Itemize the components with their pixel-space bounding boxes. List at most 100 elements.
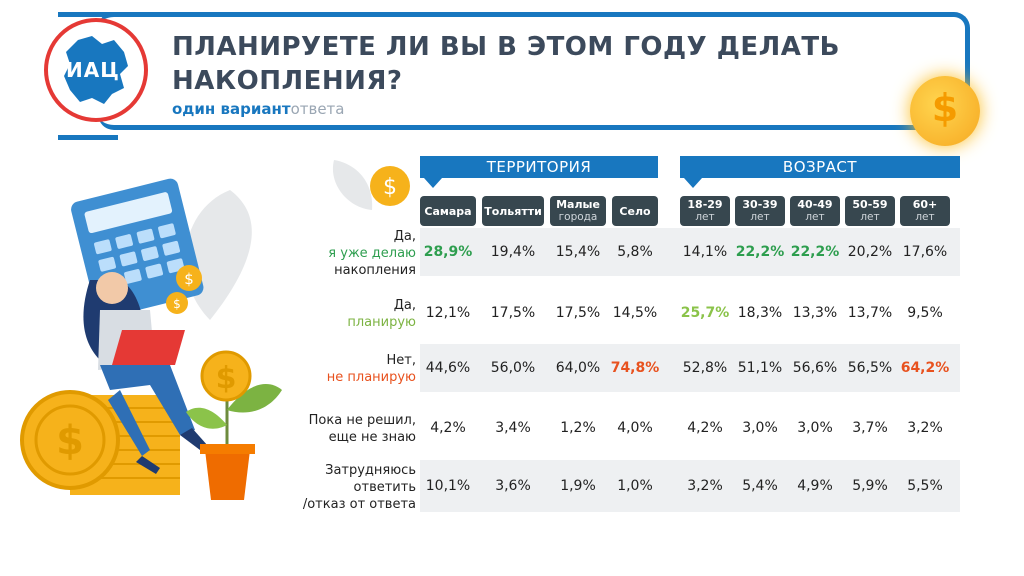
table-cell: 1,0%: [617, 478, 653, 494]
column-header: 30-39 лет: [735, 196, 785, 226]
table-cell: 3,2%: [907, 420, 943, 436]
logo: ИАЦ: [44, 18, 148, 122]
column-sublabel: лет: [860, 211, 880, 223]
column-header: Самара: [420, 196, 476, 226]
group-header: ТЕРРИТОРИЯ: [420, 156, 658, 178]
row-label-line: не планирую: [326, 370, 416, 385]
subtitle-part2: ответа: [290, 100, 345, 118]
column-header: Малые города: [550, 196, 606, 226]
table-cell: 14,1%: [682, 244, 728, 260]
table-cell: 22,2%: [735, 244, 785, 260]
column-label: Самара: [424, 204, 472, 218]
table-cell: 4,9%: [797, 478, 833, 494]
svg-text:$: $: [56, 418, 84, 464]
group-header: ВОЗРАСТ: [680, 156, 960, 178]
table-cell: 44,6%: [425, 360, 471, 376]
logo-text: ИАЦ: [66, 58, 120, 82]
column-label: Малые: [556, 198, 600, 211]
row-background: [420, 344, 960, 392]
table-cell: 56,6%: [792, 360, 838, 376]
table-cell: 15,4%: [555, 244, 601, 260]
table-cell: 4,2%: [430, 420, 466, 436]
table-cell: 4,0%: [617, 420, 653, 436]
column-label: 30-39: [742, 198, 778, 211]
row-label: Да, планирую: [288, 297, 416, 331]
svg-text:$: $: [216, 361, 237, 396]
row-label: Пока не решил, еще не знаю: [288, 412, 416, 446]
column-sublabel: лет: [915, 211, 935, 223]
row-label: Нет, не планирую: [288, 352, 416, 386]
column-label: 50-59: [852, 198, 888, 211]
column-sublabel: лет: [695, 211, 715, 223]
svg-text:$: $: [383, 175, 397, 200]
table-cell: 5,4%: [742, 478, 778, 494]
table-cell: 1,2%: [560, 420, 596, 436]
table-cell: 74,8%: [610, 360, 660, 376]
table-cell: 9,5%: [907, 305, 943, 321]
table-cell: 18,3%: [737, 305, 783, 321]
table-cell: 14,5%: [612, 305, 658, 321]
row-background: [420, 460, 960, 512]
table-cell: 10,1%: [425, 478, 471, 494]
table-cell: 22,2%: [790, 244, 840, 260]
woman-saving-illustration: $ $ $ $: [20, 178, 282, 500]
table-cell: 13,7%: [847, 305, 893, 321]
column-label: Тольятти: [484, 204, 542, 218]
column-header: 60+ лет: [900, 196, 950, 226]
table-cell: 20,2%: [847, 244, 893, 260]
table-cell: 3,0%: [742, 420, 778, 436]
column-label: 18-29: [687, 198, 723, 211]
svg-text:$: $: [184, 270, 194, 288]
column-label: Село: [619, 204, 651, 218]
table-cell: 3,6%: [495, 478, 531, 494]
table-cell: 3,2%: [687, 478, 723, 494]
table-cell: 52,8%: [682, 360, 728, 376]
row-label-line: ответить: [353, 479, 416, 495]
table-cell: 5,8%: [617, 244, 653, 260]
table-cell: 17,5%: [555, 305, 601, 321]
column-sublabel: лет: [805, 211, 825, 223]
table-cell: 5,9%: [852, 478, 888, 494]
column-header: 40-49 лет: [790, 196, 840, 226]
column-header: 50-59 лет: [845, 196, 895, 226]
row-label-line: еще не знаю: [328, 430, 416, 445]
leaf-coin-icon: $: [332, 160, 410, 210]
row-label-line: Затрудняюсь: [325, 462, 416, 478]
table-cell: 3,7%: [852, 420, 888, 436]
table-cell: 3,0%: [797, 420, 833, 436]
svg-text:$: $: [173, 297, 181, 311]
table-cell: 1,9%: [560, 478, 596, 494]
table-cell: 64,0%: [555, 360, 601, 376]
region-map-icon: [64, 36, 128, 104]
column-sublabel: города: [558, 211, 598, 223]
column-label: 60+: [912, 198, 938, 211]
row-label-line: Нет,: [386, 353, 416, 368]
row-label-line: Да,: [393, 298, 416, 313]
row-label: Затрудняюсь ответить/отказ от ответа: [288, 462, 416, 513]
table-cell: 12,1%: [425, 305, 471, 321]
table-cell: 25,7%: [680, 305, 730, 321]
header-frame: [58, 12, 970, 140]
table-cell: 56,5%: [847, 360, 893, 376]
row-label-line: /отказ от ответа: [302, 496, 416, 512]
table-cell: 28,9%: [423, 244, 473, 260]
table-cell: 51,1%: [737, 360, 783, 376]
coin-icon: $: [910, 76, 980, 146]
table-cell: 17,5%: [490, 305, 536, 321]
table-cell: 3,4%: [495, 420, 531, 436]
row-label-line: накопления: [334, 262, 416, 278]
column-header: Село: [612, 196, 658, 226]
table-cell: 19,4%: [490, 244, 536, 260]
table-cell: 4,2%: [687, 420, 723, 436]
group-pointer-icon: [424, 178, 442, 188]
row-label-line: Пока не решил,: [308, 413, 416, 428]
column-sublabel: лет: [750, 211, 770, 223]
table-cell: 5,5%: [907, 478, 943, 494]
column-header: Тольятти: [482, 196, 544, 226]
column-header: 18-29 лет: [680, 196, 730, 226]
row-label-line: планирую: [347, 315, 416, 330]
row-label-line: Да,: [393, 228, 416, 244]
table-cell: 13,3%: [792, 305, 838, 321]
table-cell: 64,2%: [900, 360, 950, 376]
row-label-line: я уже делаю: [328, 245, 416, 261]
